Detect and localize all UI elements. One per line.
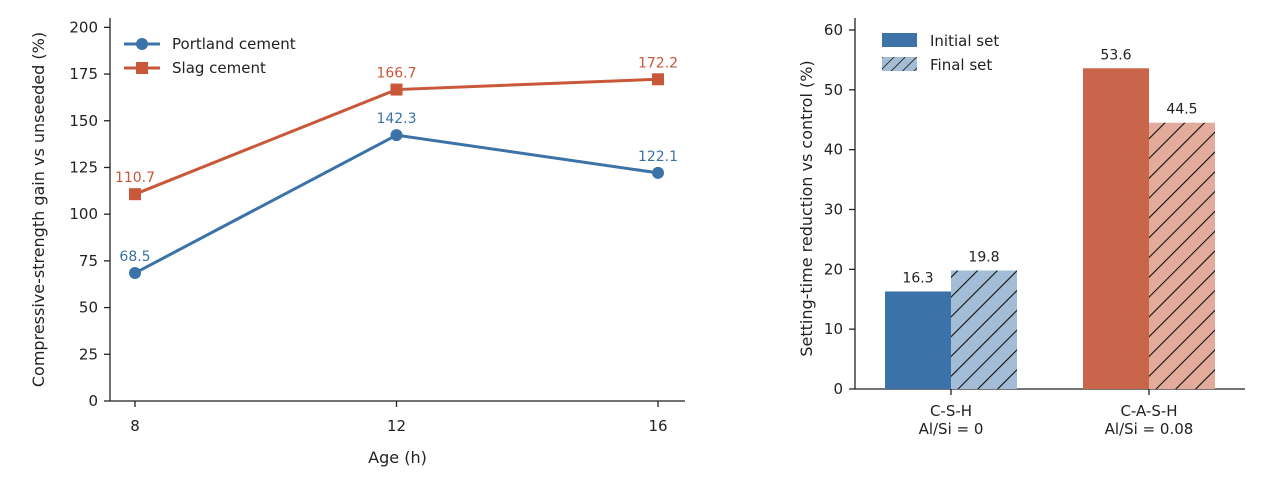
y-tick-label: 50: [824, 81, 843, 99]
data-label: 122.1: [638, 149, 678, 165]
data-label: 166.7: [376, 66, 416, 82]
y-tick-label: 0: [88, 392, 98, 410]
bar-data-label: 44.5: [1166, 102, 1197, 118]
bar: [951, 270, 1017, 389]
y-tick-label: 200: [69, 18, 98, 36]
bar-data-label: 16.3: [902, 270, 933, 286]
y-tick-label: 20: [824, 260, 843, 278]
x-tick-label: C-A-S-H: [1120, 402, 1177, 420]
bar: [1149, 122, 1215, 389]
legend-marker: [136, 38, 148, 50]
y-axis-title: Setting-time reduction vs control (%): [797, 60, 816, 356]
legend-label: Final set: [930, 56, 992, 74]
bar-data-label: 53.6: [1100, 47, 1131, 63]
x-tick-label: Al/Si = 0.08: [1105, 420, 1194, 438]
x-tick-label: 16: [648, 417, 667, 435]
data-point: [652, 73, 664, 86]
x-tick-label: 12: [387, 417, 406, 435]
y-tick-label: 40: [824, 141, 843, 159]
y-tick-label: 30: [824, 200, 843, 218]
y-tick-label: 75: [79, 252, 98, 270]
bar: [885, 291, 951, 389]
legend-marker: [136, 62, 148, 74]
data-point: [390, 83, 403, 96]
y-axis-title: Compressive-strength gain vs unseeded (%…: [29, 32, 48, 387]
x-tick-label: C-S-H: [930, 402, 972, 420]
x-tick-label: 8: [130, 417, 140, 435]
line-chart-panel: 0 25 50 75 100 125 150 175 200 8 12 16 Age (h) Compre…: [29, 18, 685, 467]
y-tick-label: 60: [824, 21, 843, 39]
legend-label: Portland cement: [172, 35, 296, 53]
series-line-1: [134, 133, 659, 275]
legend-swatch: [882, 57, 917, 71]
data-point: [652, 166, 664, 179]
legend-swatch: [882, 33, 917, 47]
y-tick-label: 150: [69, 112, 98, 130]
y-tick-label: 0: [833, 380, 843, 398]
data-label: 142.3: [376, 111, 416, 127]
bar-data-label: 19.8: [968, 250, 999, 266]
y-tick-label: 10: [824, 320, 843, 338]
y-tick-label: 25: [79, 345, 98, 363]
data-point: [390, 129, 403, 142]
data-label: 110.7: [115, 170, 155, 186]
x-tick-label: Al/Si = 0: [919, 420, 984, 438]
y-tick-label: 100: [69, 205, 98, 223]
legend-label: Initial set: [930, 32, 999, 50]
data-point: [129, 188, 141, 201]
data-label: 68.5: [119, 249, 150, 265]
bar: [1083, 68, 1149, 389]
y-tick-label: 125: [69, 158, 98, 176]
y-tick-label: 50: [79, 299, 98, 317]
data-point: [129, 267, 141, 280]
bar-chart-panel: 0 10 20 30 40 50 60 Setting-time reduction vs c…: [797, 18, 1245, 438]
data-label: 172.2: [638, 55, 678, 71]
x-axis-title: Age (h): [368, 448, 427, 467]
y-tick-label: 175: [69, 65, 98, 83]
legend-label: Slag cement: [172, 59, 266, 77]
